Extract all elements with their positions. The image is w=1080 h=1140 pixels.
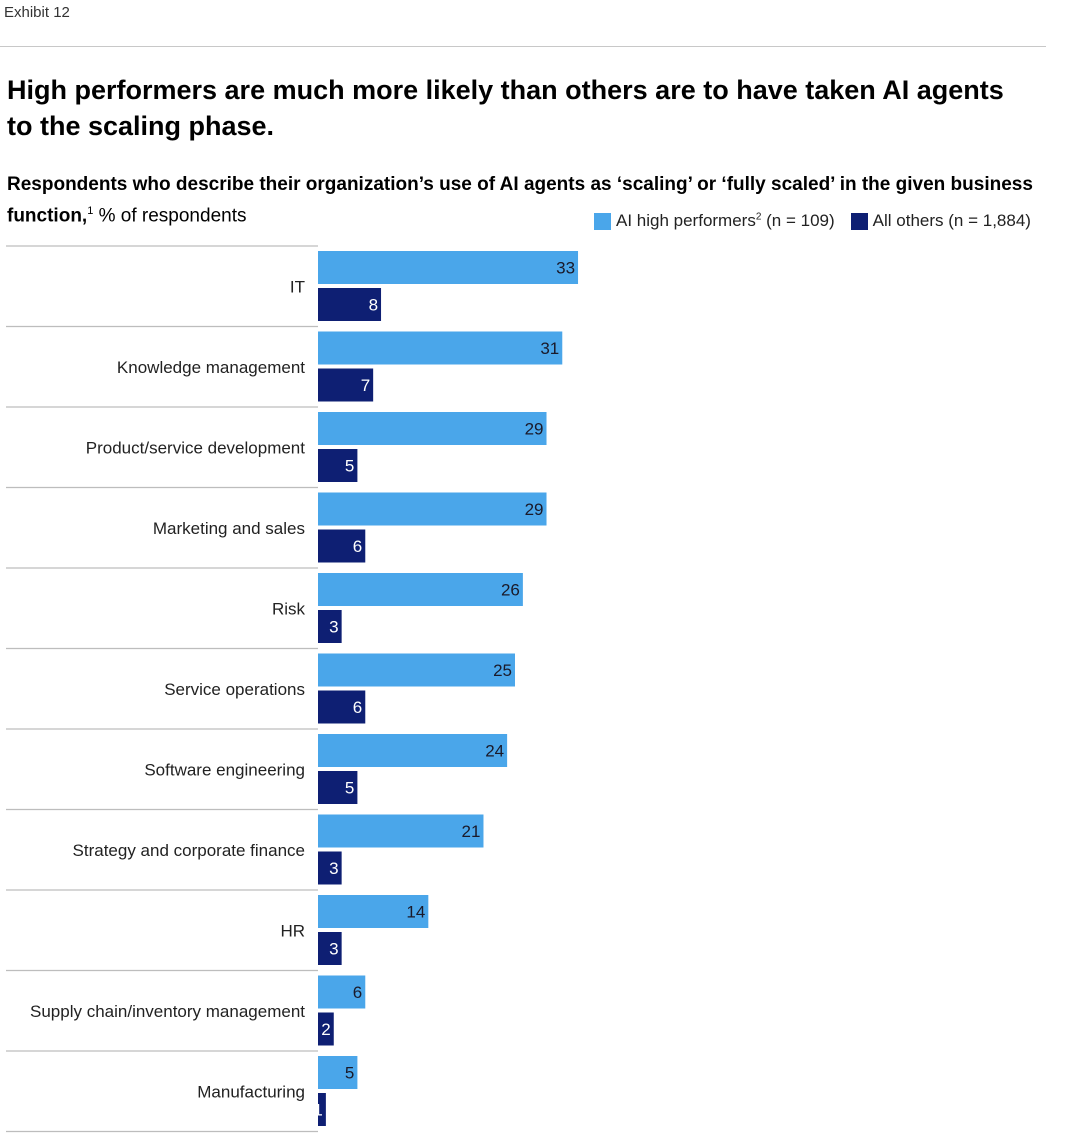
- bar-all-others: [318, 690, 366, 724]
- data-label: 29: [525, 500, 544, 519]
- data-label: 3: [329, 940, 338, 959]
- category-label: Manufacturing: [197, 1082, 305, 1101]
- exhibit-label: Exhibit 12: [4, 4, 70, 21]
- data-label: 6: [353, 537, 362, 556]
- category-label: Marketing and sales: [153, 519, 305, 538]
- category-label: Strategy and corporate finance: [73, 841, 305, 860]
- bar-high-performers: [318, 653, 515, 687]
- bar-high-performers: [318, 492, 547, 526]
- category-label: Software engineering: [144, 760, 305, 779]
- bar-all-others: [318, 771, 358, 804]
- bar-high-performers: [318, 331, 563, 365]
- data-label: 29: [525, 420, 544, 439]
- bar-all-others: [318, 851, 342, 885]
- category-label: Knowledge management: [117, 358, 305, 377]
- category-label: Risk: [272, 599, 306, 618]
- bar-high-performers: [318, 412, 547, 445]
- bar-all-others: [318, 288, 382, 321]
- data-label: 25: [493, 661, 512, 680]
- bar-high-performers: [318, 895, 429, 928]
- data-label: 33: [556, 259, 575, 278]
- subtitle-footnote: 1: [87, 205, 94, 217]
- bar-high-performers: [318, 573, 523, 606]
- data-label: 5: [345, 457, 354, 476]
- data-label: 8: [369, 296, 378, 315]
- data-label: 31: [540, 339, 559, 358]
- bar-all-others: [318, 368, 374, 402]
- subtitle-unit: % of respondents: [93, 205, 247, 227]
- data-label: 5: [345, 1064, 354, 1083]
- legend-footnote: 2: [755, 211, 762, 223]
- category-label: HR: [280, 921, 305, 940]
- data-label: 21: [462, 822, 481, 841]
- data-label: 26: [501, 581, 520, 600]
- chart-subtitle: Respondents who describe their organizat…: [7, 172, 1067, 229]
- data-label: 5: [345, 779, 354, 798]
- legend-swatch: [850, 212, 868, 230]
- bar-high-performers: [318, 251, 579, 284]
- data-label: 1: [313, 1101, 322, 1120]
- category-label: Product/service development: [86, 438, 306, 457]
- category-label: Service operations: [164, 680, 305, 699]
- bar-all-others: [318, 1093, 326, 1126]
- data-label: 2: [321, 1020, 330, 1039]
- data-label: 6: [353, 983, 362, 1002]
- bar-all-others: [318, 610, 342, 643]
- legend-swatch: [594, 212, 611, 230]
- legend-label: All others: [872, 211, 944, 230]
- legend: AI high performers2 (n = 109) All others…: [594, 211, 1031, 231]
- bar-all-others: [318, 932, 342, 965]
- data-label: 14: [406, 903, 425, 922]
- data-label: 24: [485, 742, 504, 761]
- bar-high-performers: [318, 814, 484, 848]
- bar-high-performers: [318, 734, 508, 767]
- chart-title: High performers are much more likely tha…: [7, 75, 1004, 141]
- bar-high-performers: [318, 975, 366, 1009]
- data-label: 6: [353, 698, 362, 717]
- bar-high-performers: [318, 1056, 358, 1089]
- bar-all-others: [318, 449, 358, 482]
- legend-item-all-others: All others (n = 1,884): [850, 211, 1031, 231]
- category-label: Supply chain/inventory management: [30, 1002, 305, 1021]
- data-label: 3: [329, 859, 338, 878]
- subtitle-text: Respondents who describe their organizat…: [7, 174, 1033, 227]
- legend-item-high-performers: AI high performers2 (n = 109): [594, 211, 835, 231]
- bar-all-others: [318, 529, 366, 563]
- legend-n: (n = 109): [766, 211, 835, 230]
- divider: [0, 46, 1046, 47]
- data-label: 3: [329, 618, 338, 637]
- data-label: 7: [361, 376, 370, 395]
- legend-n: (n = 1,884): [948, 211, 1031, 230]
- legend-label: AI high performers: [616, 211, 756, 230]
- bar-all-others: [318, 1012, 334, 1046]
- category-label: IT: [290, 277, 305, 296]
